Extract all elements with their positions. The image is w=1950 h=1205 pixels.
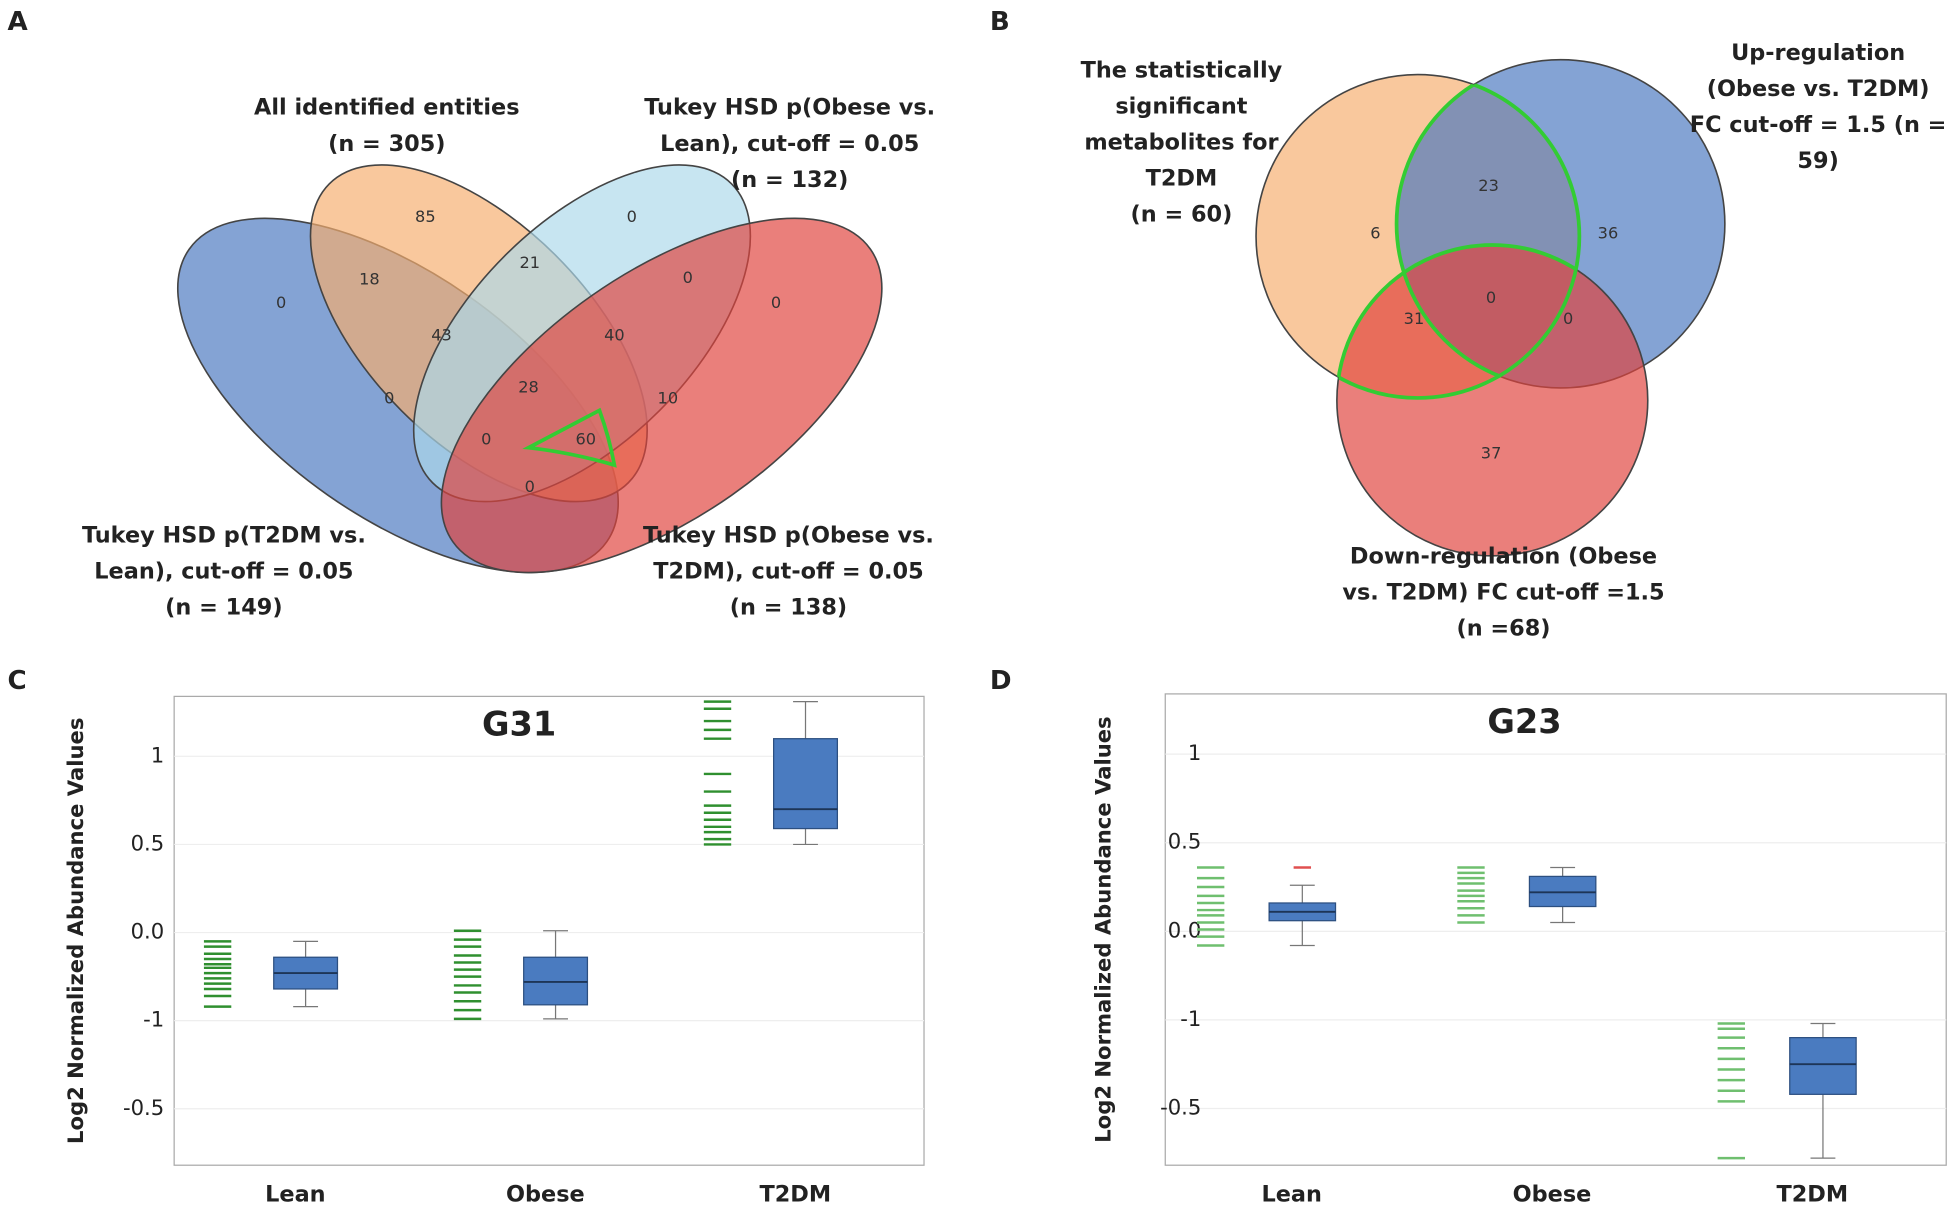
x-tick-label: Lean <box>1261 1182 1321 1205</box>
x-tick-label: T2DM <box>1776 1182 1848 1205</box>
panel-letter: B <box>990 7 1010 37</box>
set-label: (n = 149) <box>165 595 282 621</box>
y-axis-label: Log2 Normalized Abundance Values <box>63 718 88 1144</box>
x-tick-label: T2DM <box>759 1182 831 1205</box>
region-count: 0 <box>1563 309 1573 328</box>
set-label: metabolites for <box>1084 130 1278 156</box>
region-count: 60 <box>575 430 596 449</box>
set-label: Tukey HSD p(Obese vs. <box>643 522 934 548</box>
region-count: 43 <box>431 325 452 344</box>
box-plot: 1 0.5 0.0 -1 -0.5 Log2 Normalized Abundance V… <box>63 695 925 1205</box>
set-label: T2DM), cut-off = 0.05 <box>653 559 923 585</box>
region-count: 0 <box>276 293 286 312</box>
region-count: 6 <box>1370 223 1380 242</box>
region-count: 10 <box>658 389 679 408</box>
panel-letter: A <box>8 7 29 37</box>
region-count: 23 <box>1478 176 1499 195</box>
chart-title: G23 <box>1487 702 1561 741</box>
y-tick-label: 0.0 <box>131 919 165 944</box>
region-count: 0 <box>627 207 637 226</box>
box-plot: 1 0.5 0.0 -1 -0.5 Log2 Normalized Abundance V… <box>1090 693 1947 1205</box>
set-label: Tukey HSD p(T2DM vs. <box>82 522 366 548</box>
region-count: 0 <box>384 389 394 408</box>
set-label: (n = 60) <box>1130 202 1232 228</box>
region-count: 18 <box>359 269 380 288</box>
set-label: Up-regulation <box>1731 40 1905 66</box>
region-count: 37 <box>1481 443 1502 462</box>
region-count: 36 <box>1598 223 1619 242</box>
set-label: (n = 132) <box>731 167 848 193</box>
y-tick-label: 0.5 <box>131 830 165 855</box>
set-label: (n = 138) <box>730 595 847 621</box>
region-count: 0 <box>525 477 535 496</box>
y-tick-label: -1 <box>143 1007 164 1032</box>
set-label: Lean), cut-off = 0.05 <box>94 559 353 585</box>
region-count: 31 <box>1404 309 1425 328</box>
set-label: The statistically <box>1081 57 1283 83</box>
set-label: Lean), cut-off = 0.05 <box>660 131 919 157</box>
box <box>773 738 839 830</box>
y-axis-label: Log2 Normalized Abundance Values <box>1090 716 1115 1142</box>
set-label: (n =68) <box>1456 616 1550 642</box>
x-tick-label: Obese <box>506 1182 585 1205</box>
panel-letter: D <box>990 666 1012 696</box>
highlight <box>522 407 617 468</box>
set-label: FC cut-off = 1.5 (n = <box>1690 112 1947 138</box>
y-tick-label: 0.0 <box>1168 917 1202 942</box>
panel-letter: C <box>8 666 27 696</box>
y-tick-label: 1 <box>151 742 164 767</box>
region-count: 0 <box>771 293 781 312</box>
region-count: 0 <box>1486 288 1496 307</box>
highlight <box>1335 243 1580 398</box>
y-tick-label: -0.5 <box>1160 1095 1201 1120</box>
x-tick-label: Obese <box>1513 1182 1592 1205</box>
y-tick-label: 1 <box>1188 740 1201 765</box>
region-count: 85 <box>415 207 436 226</box>
x-tick-label: Lean <box>265 1182 325 1205</box>
y-tick-label: -0.5 <box>123 1095 164 1120</box>
region-count: 0 <box>481 430 491 449</box>
chart-title: G31 <box>482 705 556 744</box>
y-tick-label: -1 <box>1180 1006 1201 1031</box>
venn-b: The statistically significant metabolites … <box>1081 40 1947 642</box>
region-count: 40 <box>604 325 625 344</box>
region-count: 21 <box>520 253 541 272</box>
venn-a: Tukey HSD p(T2DM vs. Lean), cut-off = 0.0… <box>82 95 935 621</box>
set-label: vs. T2DM) FC cut-off =1.5 <box>1342 580 1664 606</box>
set-label: (Obese vs. T2DM) <box>1707 76 1930 102</box>
set-label: significant <box>1115 93 1247 119</box>
region-count: 0 <box>683 268 693 287</box>
set-label: All identified entities <box>254 95 520 121</box>
region-count: 28 <box>518 377 539 396</box>
box <box>1789 1037 1857 1095</box>
set-label: (n = 305) <box>328 131 445 157</box>
set-label: T2DM <box>1146 166 1218 192</box>
set-label: Tukey HSD p(Obese vs. <box>644 95 935 121</box>
set-label: Down-regulation (Obese <box>1350 544 1657 570</box>
set-label: 59) <box>1797 148 1838 174</box>
venn-set <box>440 217 883 574</box>
y-tick-label: 0.5 <box>1168 829 1202 854</box>
